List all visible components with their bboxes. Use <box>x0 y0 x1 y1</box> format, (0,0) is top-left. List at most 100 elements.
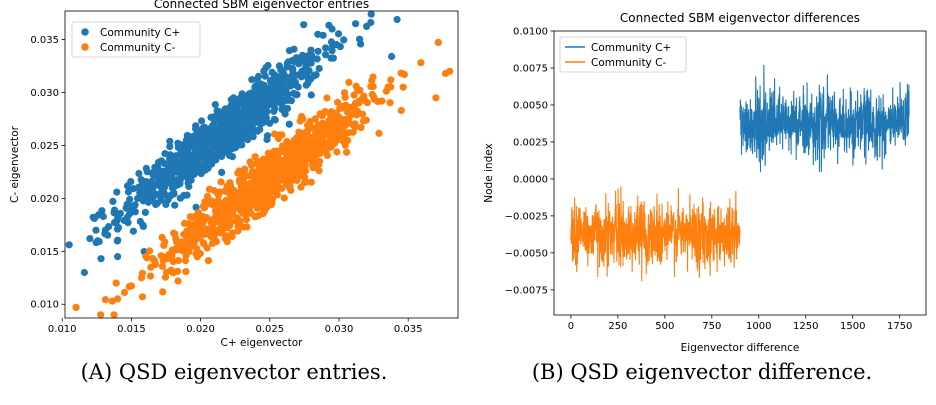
line-chart: 0 250 500 750 1000 1250 1500 1750 −0.0075 −0.0050… <box>483 11 927 354</box>
scatter-points <box>65 10 454 319</box>
point-c-minus <box>342 121 350 129</box>
point-c-minus <box>125 282 133 291</box>
point-c-plus <box>190 142 198 150</box>
point-c-plus <box>264 61 272 70</box>
x-tick-label: 1250 <box>793 321 818 332</box>
point-c-plus <box>304 79 312 87</box>
point-c-plus <box>281 105 289 113</box>
point-c-minus <box>235 176 244 184</box>
point-c-minus <box>343 148 351 156</box>
point-c-plus <box>261 72 269 80</box>
point-c-minus <box>269 163 277 171</box>
point-c-plus <box>284 58 292 66</box>
point-c-minus <box>138 293 147 301</box>
point-c-plus <box>176 194 184 202</box>
point-c-plus <box>328 42 337 50</box>
chart-title: Connected SBM eigenvector entries <box>154 0 369 11</box>
point-c-minus <box>222 232 230 240</box>
point-c-minus <box>216 216 224 224</box>
point-c-minus <box>186 213 194 221</box>
y-tick-label: 0.0100 <box>513 27 548 38</box>
point-c-minus <box>307 178 315 186</box>
point-c-minus <box>277 159 285 167</box>
point-c-plus <box>113 237 121 245</box>
point-c-minus <box>251 170 259 178</box>
x-tick-label: 1750 <box>887 321 912 332</box>
point-c-minus <box>205 185 214 193</box>
x-tick-label: 0.035 <box>394 324 423 335</box>
point-c-plus <box>154 163 162 171</box>
scatter-chart: 0.010 0.015 0.020 0.025 0.030 0.035 0.010 0.015… <box>9 0 459 349</box>
point-c-plus <box>220 138 228 146</box>
point-c-minus <box>309 164 317 172</box>
point-c-plus <box>305 66 313 74</box>
point-c-minus <box>248 195 256 204</box>
point-c-plus <box>245 117 254 125</box>
point-c-minus <box>345 78 353 86</box>
y-tick-label: −0.0025 <box>505 211 548 222</box>
point-c-plus <box>352 20 360 28</box>
point-c-plus <box>315 64 323 73</box>
point-c-plus <box>114 253 122 261</box>
caption-b-label: (B) <box>531 360 564 384</box>
y-tick-label: 0.030 <box>30 88 59 99</box>
point-c-minus <box>301 162 309 170</box>
point-c-minus <box>146 247 154 255</box>
point-c-minus <box>358 110 367 118</box>
point-c-plus <box>192 203 200 211</box>
point-c-plus <box>263 132 272 140</box>
y-tick-label: 0.010 <box>30 300 59 311</box>
point-c-plus <box>257 101 265 109</box>
point-c-plus <box>329 54 337 62</box>
point-c-minus <box>227 192 235 200</box>
point-c-minus <box>387 76 395 84</box>
point-c-plus <box>134 194 142 202</box>
point-c-plus <box>184 166 192 174</box>
y-axis-label: C- eigenvector <box>9 125 21 203</box>
point-c-minus <box>181 247 190 255</box>
point-c-plus <box>275 77 283 85</box>
point-c-minus <box>151 260 159 269</box>
point-c-minus <box>311 131 319 139</box>
point-c-plus <box>279 83 287 91</box>
point-c-minus <box>226 203 234 211</box>
point-c-plus <box>300 21 308 29</box>
legend-box <box>559 36 687 73</box>
point-c-minus <box>239 204 247 212</box>
point-c-plus <box>206 159 214 167</box>
point-c-plus <box>262 114 270 122</box>
point-c-plus <box>180 160 188 168</box>
legend: Community C+ Community C- <box>559 36 687 73</box>
point-c-plus <box>226 111 234 119</box>
point-c-plus <box>111 206 119 214</box>
x-tick-label: 0.030 <box>325 324 354 335</box>
point-c-minus <box>296 158 304 166</box>
caption-b: (B) QSD eigenvector difference. <box>468 360 936 384</box>
point-c-minus <box>262 163 270 172</box>
point-c-minus <box>226 215 234 223</box>
chart-title: Connected SBM eigenvector differences <box>620 11 860 25</box>
x-tick-label: 0.015 <box>117 324 146 335</box>
point-c-minus <box>278 184 286 192</box>
point-c-minus <box>336 104 344 112</box>
point-c-plus <box>322 44 330 52</box>
point-c-minus <box>214 197 222 205</box>
point-c-minus <box>311 115 319 123</box>
point-c-plus <box>334 30 343 38</box>
point-c-minus <box>241 184 249 192</box>
x-tick-label: 1000 <box>746 321 771 332</box>
point-c-minus <box>400 70 408 79</box>
point-c-minus <box>209 225 217 233</box>
y-tick-label: −0.0050 <box>505 248 548 259</box>
point-c-plus <box>217 109 225 117</box>
point-c-minus <box>384 83 392 91</box>
point-c-minus <box>114 295 122 303</box>
point-c-minus <box>138 269 146 277</box>
point-c-minus <box>341 93 349 101</box>
point-c-minus <box>298 168 306 176</box>
point-c-minus <box>252 159 261 167</box>
point-c-plus <box>143 168 151 176</box>
point-c-plus <box>190 151 198 159</box>
x-tick-label: 500 <box>655 321 674 332</box>
point-c-plus <box>312 71 320 79</box>
